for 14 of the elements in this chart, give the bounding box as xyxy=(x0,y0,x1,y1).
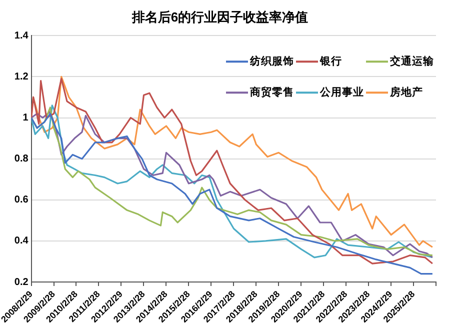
y-tick-label: 0.6 xyxy=(14,194,29,206)
y-tick-label: 1.2 xyxy=(14,71,29,82)
legend-label: 银行 xyxy=(319,54,342,68)
legend-label: 房地产 xyxy=(389,85,423,98)
legend-label: 交通运输 xyxy=(389,54,435,68)
y-tick-label: 0.2 xyxy=(14,276,29,288)
y-tick-label: 1 xyxy=(22,112,29,124)
legend-label: 商贸零售 xyxy=(249,85,294,98)
legend-label: 公用事业 xyxy=(319,85,364,98)
y-tick-label: 0.8 xyxy=(14,154,29,165)
chart-title: 排名后6的行业因子收益率净值 xyxy=(130,9,308,24)
y-tick-label: 0.4 xyxy=(14,236,29,247)
legend-label: 纺织服饰 xyxy=(249,54,294,68)
y-tick-label: 1.4 xyxy=(14,30,29,42)
